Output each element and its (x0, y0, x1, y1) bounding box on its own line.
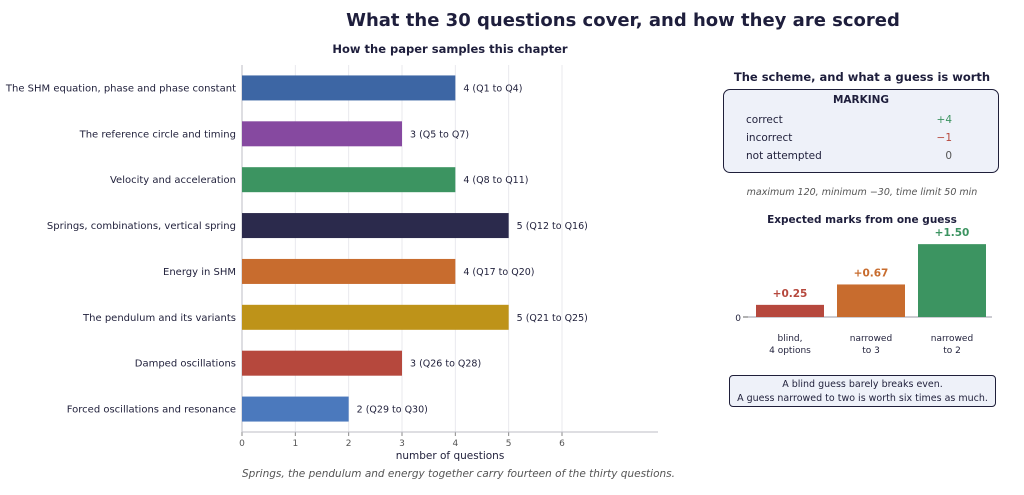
marking-row-correct: correct +4 (746, 114, 952, 130)
bar-value-label: 5 (Q21 to Q25) (517, 313, 588, 324)
guess-category-label: narrowed (931, 334, 973, 344)
guess-category-label: narrowed (850, 334, 892, 344)
category-label: Damped oscillations (135, 359, 236, 370)
marking-label: not attempted (746, 150, 822, 162)
question-coverage-bar-chart: 0 1 2 3 4 5 6 The SHM equation, phase and phase… (5, 65, 658, 462)
guess-note-line2: A guess narrowed to two is worth six tim… (737, 393, 988, 404)
marking-heading: MARKING (832, 94, 890, 106)
bar (242, 121, 402, 147)
marking-value: −1 (936, 132, 952, 144)
marking-label: correct (746, 114, 783, 126)
marking-row-not-attempted: not attempted 0 (746, 150, 952, 166)
bar-value-label: 2 (Q29 to Q30) (357, 405, 428, 416)
x-tick-label: 2 (346, 439, 352, 449)
marking-label: incorrect (746, 132, 793, 144)
category-label: Energy in SHM (163, 267, 236, 278)
bar (242, 167, 456, 193)
guess-chart-title: Expected marks from one guess (767, 214, 957, 226)
bar (242, 396, 349, 422)
bar (242, 304, 509, 330)
category-label: The reference circle and timing (79, 129, 236, 140)
x-tick-label: 0 (239, 439, 245, 449)
marking-box: MARKING correct +4 incorrect −1 not atte… (723, 89, 999, 173)
marking-row-incorrect: incorrect −1 (746, 132, 952, 148)
category-label: Forced oscillations and resonance (67, 405, 236, 416)
x-tick-label: 1 (292, 439, 298, 449)
bar-value-label: 3 (Q26 to Q28) (410, 359, 481, 370)
marking-value: +4 (936, 114, 952, 126)
bar-value-label: 4 (Q17 to Q20) (463, 267, 534, 278)
guess-category-label: blind, (778, 334, 803, 344)
guess-note-line1: A blind guess barely breaks even. (782, 379, 943, 390)
category-label: Springs, combinations, vertical spring (47, 221, 236, 232)
x-tick-label: 5 (506, 439, 512, 449)
bar-chart-title: How the paper samples this chapter (332, 42, 568, 56)
bar-value-label: 4 (Q8 to Q11) (463, 175, 528, 186)
marking-value: 0 (945, 150, 952, 162)
expected-mark-bar (756, 304, 824, 317)
bar-value-label: 3 (Q5 to Q7) (410, 129, 469, 140)
x-tick-label: 6 (559, 439, 565, 449)
x-axis-label: number of questions (396, 450, 505, 462)
bar (242, 350, 402, 376)
guess-category-label: 4 options (769, 346, 811, 356)
x-tick-label: 4 (452, 439, 458, 449)
category-label: The pendulum and its variants (82, 313, 236, 324)
bar (242, 213, 509, 239)
category-label: The SHM equation, phase and phase consta… (5, 83, 236, 94)
expected-mark-bar (918, 244, 986, 317)
expected-mark-label: +0.67 (854, 267, 889, 279)
expected-mark-bar (837, 284, 905, 317)
footnote: Springs, the pendulum and energy togethe… (242, 468, 675, 480)
x-tick-label: 3 (399, 439, 405, 449)
scheme-note: maximum 120, minimum −30, time limit 50 … (746, 187, 978, 198)
guess-note: A blind guess barely breaks even. A gues… (729, 375, 996, 407)
bar (242, 75, 456, 101)
category-label: Velocity and acceleration (110, 175, 236, 186)
expected-mark-label: +0.25 (773, 288, 808, 300)
guess-category-label: to 3 (862, 346, 880, 356)
guess-category-label: to 2 (943, 346, 961, 356)
y-tick-label: 0 (735, 314, 741, 324)
main-title: What the 30 questions cover, and how the… (346, 10, 900, 31)
bar (242, 258, 456, 284)
expected-mark-label: +1.50 (935, 227, 970, 239)
bar-value-label: 5 (Q12 to Q16) (517, 221, 588, 232)
bar-value-label: 4 (Q1 to Q4) (463, 83, 522, 94)
scheme-title: The scheme, and what a guess is worth (733, 70, 991, 84)
